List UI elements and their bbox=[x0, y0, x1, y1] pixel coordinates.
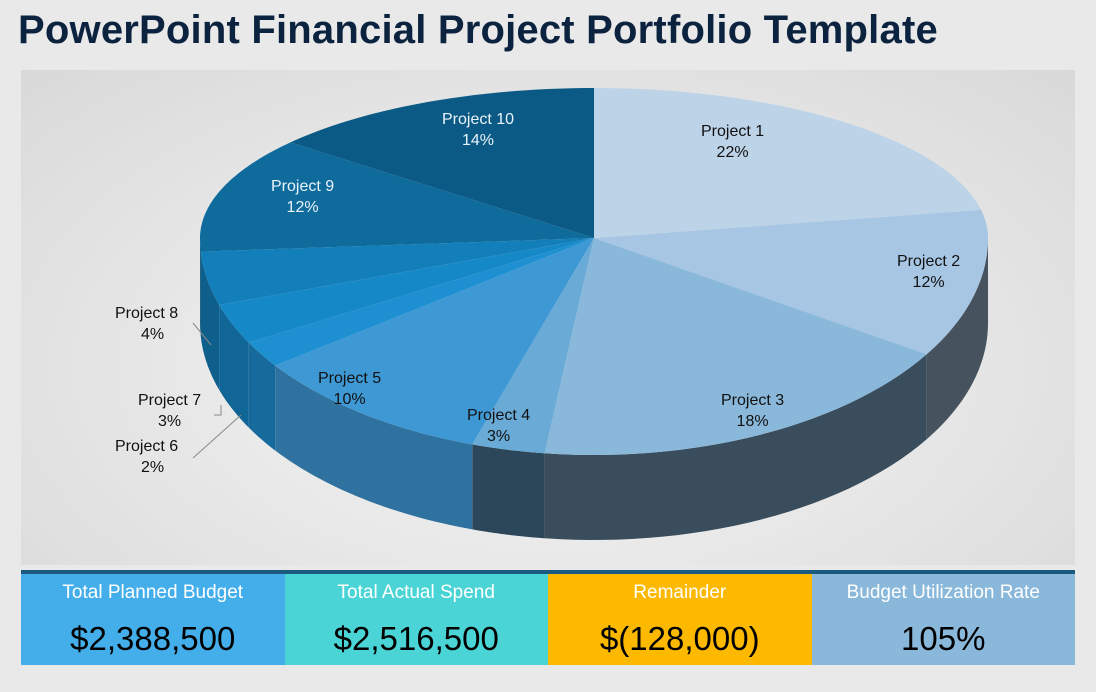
label-project-6: Project 6 2% bbox=[115, 438, 179, 476]
pie-side-5 bbox=[275, 365, 473, 530]
pie-slice-2 bbox=[594, 209, 988, 355]
pie-slice-4 bbox=[472, 238, 594, 454]
pie-side-2 bbox=[926, 238, 988, 440]
pie-side-3 bbox=[544, 354, 927, 540]
pie-slice-3 bbox=[544, 238, 927, 455]
page-title: PowerPoint Financial Project Portfolio T… bbox=[18, 8, 938, 52]
card-utilization-rate: Budget Utilization Rate 105% bbox=[811, 574, 1075, 665]
pie-slice-10 bbox=[290, 88, 594, 238]
pie-side-8 bbox=[200, 251, 220, 391]
leader-line bbox=[192, 322, 212, 346]
pie-slice-7 bbox=[219, 238, 594, 343]
pie-slice-8 bbox=[200, 238, 594, 306]
leader-line bbox=[192, 414, 242, 459]
pie-side-7 bbox=[219, 305, 249, 428]
pie-side-4 bbox=[472, 444, 545, 539]
divider-bar bbox=[21, 570, 1075, 574]
pie-slice-9 bbox=[200, 142, 594, 252]
pie-side-6 bbox=[248, 342, 276, 451]
chart-panel: Project 1 22% Project 2 12% Project 3 18% P… bbox=[21, 70, 1075, 565]
label-project-4: Project 4 3% bbox=[467, 407, 531, 445]
summary-cards: Total Planned Budget $2,388,500 Total Act… bbox=[21, 574, 1075, 665]
card-actual-spend: Total Actual Spend $2,516,500 bbox=[284, 574, 548, 665]
leader-line bbox=[214, 405, 222, 416]
label-project-9: Project 9 12% bbox=[271, 178, 335, 216]
label-project-2: Project 2 12% bbox=[897, 253, 961, 291]
label-project-7: Project 7 3% bbox=[138, 392, 202, 430]
pie-slice-5 bbox=[275, 238, 594, 445]
pie-side-9 bbox=[200, 238, 201, 337]
pie-chart bbox=[192, 88, 988, 540]
label-project-1: Project 1 22% bbox=[701, 123, 765, 161]
card-planned-budget: Total Planned Budget $2,388,500 bbox=[21, 574, 285, 665]
card-remainder: Remainder $(128,000) bbox=[548, 574, 812, 665]
pie-slice-1 bbox=[594, 88, 982, 238]
pie-slice-6 bbox=[248, 238, 594, 366]
label-project-8: Project 8 4% bbox=[115, 305, 179, 343]
label-project-5: Project 5 10% bbox=[318, 370, 382, 408]
label-project-10: Project 10 14% bbox=[442, 111, 515, 149]
label-project-3: Project 3 18% bbox=[721, 392, 785, 430]
